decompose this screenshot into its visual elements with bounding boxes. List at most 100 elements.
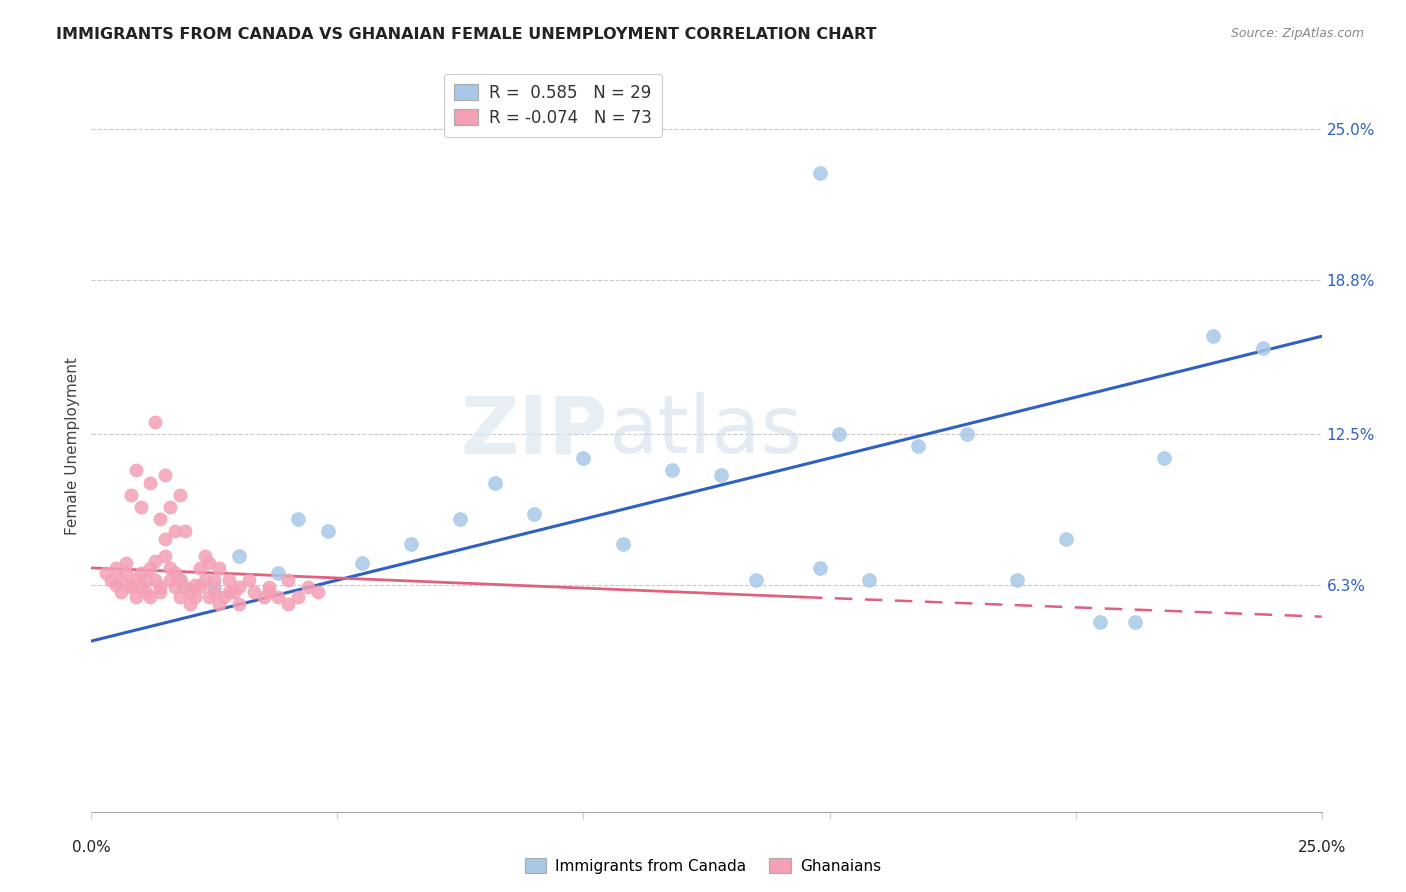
Point	[193, 573, 217, 587]
Text: 25.0%: 25.0%	[1298, 839, 1346, 855]
Point	[808, 166, 831, 180]
Point	[297, 581, 319, 595]
Point	[287, 590, 309, 604]
Point	[808, 561, 831, 575]
Point	[124, 590, 146, 604]
Point	[198, 590, 221, 604]
Point	[257, 581, 280, 595]
Point	[139, 590, 162, 604]
Point	[135, 585, 156, 599]
Point	[1153, 451, 1175, 466]
Point	[174, 581, 197, 595]
Point	[179, 585, 201, 599]
Point	[277, 573, 299, 587]
Point	[828, 426, 851, 441]
Point	[307, 585, 329, 599]
Point	[139, 561, 162, 575]
Point	[188, 561, 211, 575]
Point	[100, 573, 122, 587]
Point	[198, 556, 221, 570]
Point	[208, 561, 231, 575]
Point	[169, 573, 191, 587]
Point	[1005, 573, 1028, 587]
Point	[222, 585, 246, 599]
Point	[228, 549, 250, 563]
Point	[212, 590, 235, 604]
Point	[149, 512, 172, 526]
Point	[129, 500, 152, 514]
Point	[1088, 615, 1111, 629]
Point	[218, 585, 240, 599]
Point	[124, 573, 146, 587]
Point	[612, 536, 634, 550]
Point	[153, 468, 177, 483]
Point	[1251, 342, 1274, 356]
Point	[110, 585, 132, 599]
Point	[228, 581, 250, 595]
Point	[139, 475, 162, 490]
Point	[129, 581, 152, 595]
Point	[169, 573, 191, 587]
Point	[218, 573, 240, 587]
Text: ZIP: ZIP	[461, 392, 607, 470]
Point	[105, 561, 127, 575]
Point	[174, 524, 197, 539]
Point	[105, 578, 127, 592]
Point	[163, 524, 186, 539]
Point	[523, 508, 546, 522]
Text: 0.0%: 0.0%	[72, 839, 111, 855]
Point	[238, 573, 260, 587]
Point	[202, 573, 225, 587]
Point	[352, 556, 374, 570]
Point	[179, 598, 201, 612]
Point	[253, 590, 276, 604]
Point	[202, 585, 225, 599]
Y-axis label: Female Unemployment: Female Unemployment	[65, 357, 80, 535]
Point	[145, 573, 166, 587]
Point	[228, 598, 250, 612]
Point	[114, 556, 138, 570]
Point	[1054, 532, 1077, 546]
Point	[572, 451, 595, 466]
Point	[193, 549, 217, 563]
Point	[1123, 615, 1146, 629]
Point	[183, 590, 207, 604]
Point	[169, 590, 191, 604]
Point	[159, 500, 181, 514]
Point	[124, 463, 146, 477]
Point	[153, 549, 177, 563]
Text: atlas: atlas	[607, 392, 803, 470]
Point	[745, 573, 768, 587]
Point	[449, 512, 471, 526]
Point	[316, 524, 339, 539]
Point	[135, 573, 156, 587]
Point	[257, 585, 280, 599]
Point	[120, 488, 142, 502]
Point	[163, 566, 186, 580]
Point	[661, 463, 683, 477]
Point	[145, 415, 166, 429]
Point	[114, 566, 138, 580]
Legend: Immigrants from Canada, Ghanaians: Immigrants from Canada, Ghanaians	[519, 852, 887, 880]
Point	[858, 573, 880, 587]
Point	[277, 598, 299, 612]
Point	[267, 566, 290, 580]
Point	[208, 598, 231, 612]
Point	[149, 585, 172, 599]
Point	[399, 536, 422, 550]
Point	[110, 573, 132, 587]
Point	[242, 585, 264, 599]
Point	[287, 512, 309, 526]
Point	[710, 468, 733, 483]
Point	[169, 488, 191, 502]
Point	[267, 590, 290, 604]
Point	[484, 475, 506, 490]
Point	[1202, 329, 1225, 343]
Point	[120, 578, 142, 592]
Point	[145, 553, 166, 567]
Legend: R =  0.585   N = 29, R = -0.074   N = 73: R = 0.585 N = 29, R = -0.074 N = 73	[444, 74, 662, 136]
Point	[149, 581, 172, 595]
Point	[120, 581, 142, 595]
Point	[202, 581, 225, 595]
Point	[956, 426, 979, 441]
